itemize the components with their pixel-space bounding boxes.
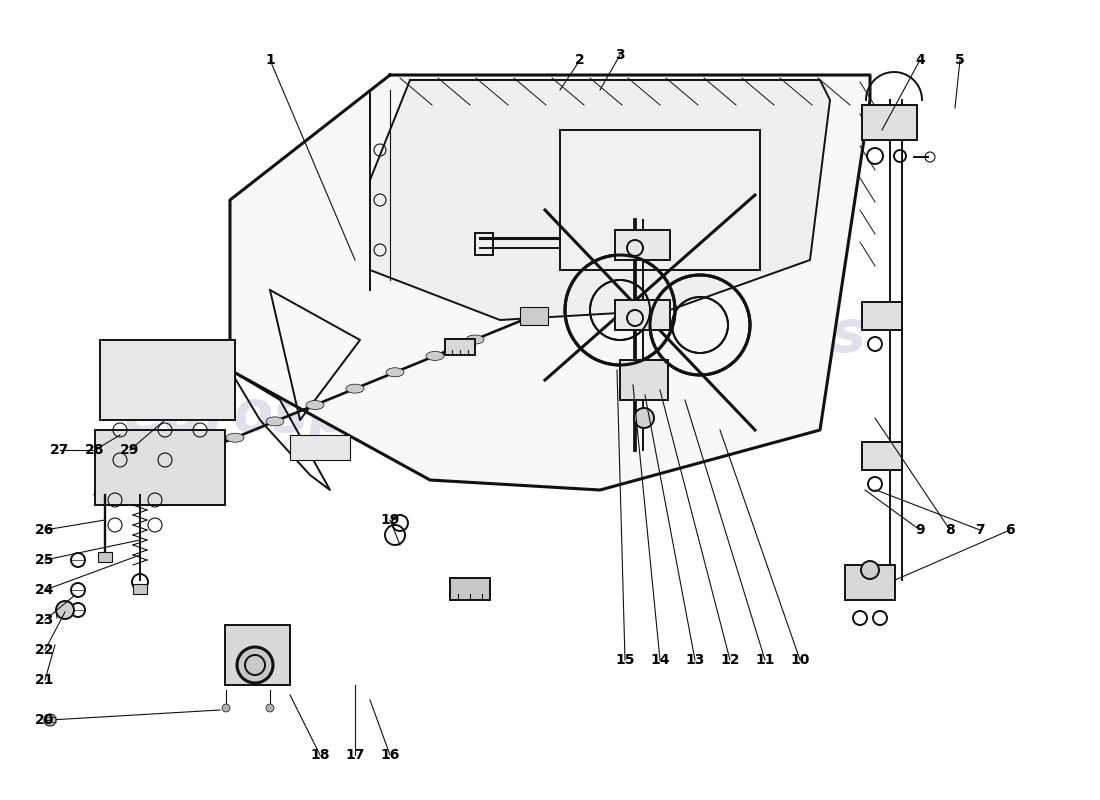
- Text: 9: 9: [915, 523, 925, 537]
- Bar: [618, 233, 636, 255]
- Bar: [100, 340, 235, 420]
- Bar: [620, 360, 668, 400]
- Circle shape: [236, 647, 273, 683]
- Text: 23: 23: [35, 613, 55, 627]
- Ellipse shape: [106, 482, 124, 491]
- Bar: [95, 430, 226, 505]
- Ellipse shape: [346, 384, 364, 393]
- Text: 17: 17: [345, 748, 365, 762]
- Text: 20: 20: [35, 713, 55, 727]
- Text: 3: 3: [615, 48, 625, 62]
- Circle shape: [634, 408, 654, 428]
- Bar: [862, 302, 902, 330]
- Text: 25: 25: [35, 553, 55, 567]
- Ellipse shape: [426, 351, 444, 361]
- Circle shape: [266, 704, 274, 712]
- Text: 13: 13: [685, 653, 705, 667]
- Text: 11: 11: [756, 653, 774, 667]
- Ellipse shape: [266, 417, 284, 426]
- Text: 28: 28: [86, 443, 104, 457]
- Circle shape: [222, 704, 230, 712]
- Text: 6: 6: [1005, 523, 1015, 537]
- Circle shape: [44, 714, 56, 726]
- Text: 27: 27: [51, 443, 69, 457]
- Text: 12: 12: [720, 653, 739, 667]
- Bar: [226, 625, 290, 685]
- Bar: [615, 230, 670, 260]
- Text: 7: 7: [976, 523, 984, 537]
- Text: 19: 19: [381, 513, 399, 527]
- Bar: [862, 105, 917, 140]
- Bar: [446, 339, 475, 355]
- Polygon shape: [230, 75, 870, 490]
- Text: eurospares: eurospares: [123, 387, 493, 445]
- Bar: [475, 233, 493, 255]
- Polygon shape: [370, 80, 830, 320]
- Text: 24: 24: [35, 583, 55, 597]
- Ellipse shape: [226, 434, 244, 442]
- Text: 5: 5: [955, 53, 965, 67]
- Ellipse shape: [386, 368, 404, 377]
- Text: 18: 18: [310, 748, 330, 762]
- Bar: [98, 552, 112, 562]
- Bar: [845, 565, 895, 600]
- Bar: [290, 435, 350, 460]
- Bar: [560, 130, 760, 270]
- Bar: [520, 307, 548, 325]
- Bar: [862, 442, 902, 470]
- Circle shape: [56, 601, 74, 619]
- Bar: [615, 300, 670, 330]
- Text: 15: 15: [615, 653, 635, 667]
- Bar: [133, 584, 147, 594]
- Text: 29: 29: [120, 443, 140, 457]
- Ellipse shape: [146, 466, 164, 475]
- Text: 22: 22: [35, 643, 55, 657]
- Text: 1: 1: [265, 53, 275, 67]
- Text: eurospares: eurospares: [497, 307, 867, 365]
- Ellipse shape: [466, 335, 484, 344]
- Text: 21: 21: [35, 673, 55, 687]
- Text: 26: 26: [35, 523, 55, 537]
- Text: 2: 2: [575, 53, 585, 67]
- Text: 10: 10: [790, 653, 810, 667]
- Ellipse shape: [306, 401, 324, 410]
- Text: 16: 16: [381, 748, 399, 762]
- Bar: [450, 578, 490, 600]
- Text: 14: 14: [650, 653, 670, 667]
- Text: 8: 8: [945, 523, 955, 537]
- Circle shape: [861, 561, 879, 579]
- Ellipse shape: [186, 450, 204, 458]
- Text: 4: 4: [915, 53, 925, 67]
